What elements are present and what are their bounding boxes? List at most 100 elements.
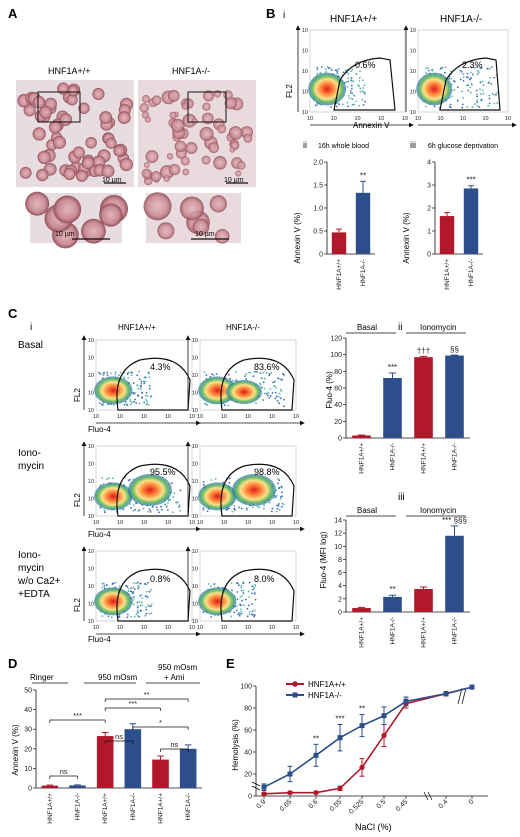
flow-event <box>136 394 139 397</box>
flow-event <box>138 402 141 405</box>
panel-a-letter: A <box>8 6 18 21</box>
category-label: HNF1A+/+ <box>158 793 165 824</box>
flow-event <box>141 392 144 394</box>
flow-tick-label: 10 <box>165 414 171 420</box>
flow-event <box>453 80 455 82</box>
data-point <box>381 713 387 719</box>
flow-event <box>132 591 135 593</box>
panel-b-iii-ylabel: Annexin V (%) <box>402 212 411 263</box>
flow-event <box>363 84 366 87</box>
flow-event <box>118 585 121 588</box>
flow-event <box>469 86 472 89</box>
flow-event <box>359 90 362 93</box>
bar <box>331 232 347 254</box>
flow-tick-label: 10 <box>269 520 275 526</box>
flow-event <box>470 66 473 69</box>
flow-event <box>246 607 249 610</box>
flow-event <box>244 598 247 601</box>
chart-b-ii: 0 0.5 1.0 1.5 2.0 HNF1A+/+ ** HNF1A-/- <box>313 160 375 290</box>
flow-event <box>352 80 355 83</box>
flow-gate <box>116 357 191 411</box>
flow-event <box>478 71 480 74</box>
flow-event <box>98 371 100 374</box>
flow-frame <box>95 550 193 622</box>
flow-event <box>351 103 354 106</box>
bar <box>124 729 142 788</box>
flow-event <box>314 104 317 107</box>
c-iii-group-basal: Basal <box>357 506 377 515</box>
flow-event <box>144 376 147 379</box>
flow-event <box>230 582 233 584</box>
data-point <box>469 684 475 690</box>
flow-event <box>127 590 130 593</box>
flow-event <box>202 509 205 511</box>
flow-tick-label: 10 <box>245 414 251 420</box>
flow-event <box>350 87 353 90</box>
flow-tick-label: 10 <box>192 479 198 485</box>
flow-tick-label: 10 <box>141 520 147 526</box>
flow-event <box>133 392 136 395</box>
flow-event <box>279 388 282 391</box>
flow-event <box>172 511 174 514</box>
flow-event <box>279 495 282 498</box>
flow-tick-label: 10 <box>221 414 227 420</box>
flow-tick-label: 10 <box>460 116 466 122</box>
flow-event <box>342 71 345 74</box>
flow-event <box>133 398 136 401</box>
flow-event <box>101 615 104 618</box>
red-blood-cell <box>224 96 238 110</box>
flow-tick-label: 10 <box>93 520 99 526</box>
flow-event <box>132 391 134 394</box>
flow-event <box>211 373 214 376</box>
red-blood-cell <box>113 145 126 157</box>
flow-event <box>150 612 153 615</box>
flow-event <box>245 507 248 510</box>
flow-event <box>349 92 352 95</box>
red-blood-cell <box>99 203 123 227</box>
flow-event <box>135 402 138 404</box>
red-blood-cell <box>141 168 152 179</box>
flow-tick-label: 10 <box>192 567 198 573</box>
category-label: HNF1A+/+ <box>359 443 366 474</box>
flow-event <box>207 582 210 585</box>
panel-b-wt-percent: 0.6% <box>355 60 376 70</box>
flow-event <box>232 379 234 382</box>
flow-event <box>256 505 259 508</box>
axis-break <box>427 791 433 801</box>
flow-tick-label: 10 <box>482 116 488 122</box>
panel-c-ylabel-row1: FL2 <box>73 388 82 402</box>
chart-c-ii: 0 20 40 60 80 100 120 HNF1A+/+ *** HNF1A-/- ††† HNF… <box>330 336 470 474</box>
panel-c-xlabel-row1: Fluo-4 <box>88 425 111 434</box>
d-group-950ami-2: + Ami <box>164 673 184 682</box>
x-tick-label: 0.45 <box>395 798 410 813</box>
red-blood-cell <box>139 103 149 113</box>
flow-event <box>268 396 270 399</box>
y-tick-label: 0 <box>427 252 431 259</box>
scale-bar-label-top-left: 10 µm <box>102 177 122 184</box>
flow-tick-label: 10 <box>293 520 299 526</box>
flow-event <box>326 66 329 68</box>
flow-event <box>316 72 319 75</box>
flow-event <box>129 398 132 401</box>
flow-event <box>131 371 133 374</box>
flow-event <box>140 609 142 612</box>
flow-event <box>474 103 476 105</box>
y-tick-label: 10 <box>334 544 342 551</box>
y-tick-label: 14 <box>334 518 342 525</box>
flow-tick-label: 10 <box>88 584 94 590</box>
flow-event <box>244 375 246 377</box>
flow-event <box>231 510 234 513</box>
flow-tick-label: 10 <box>165 625 171 631</box>
flow-event <box>482 92 485 95</box>
flow-event <box>276 507 279 510</box>
red-blood-cell <box>163 175 170 182</box>
bar <box>355 192 371 254</box>
panel-c-ylabel-row2: FL2 <box>73 493 82 507</box>
flow-event <box>245 509 248 511</box>
flow-event <box>114 373 117 376</box>
y-tick-label: 80 <box>334 369 342 376</box>
flow-event <box>236 582 238 584</box>
red-blood-cell <box>48 120 62 134</box>
flow-event <box>240 610 242 613</box>
y-tick-label: 2 <box>338 596 342 603</box>
